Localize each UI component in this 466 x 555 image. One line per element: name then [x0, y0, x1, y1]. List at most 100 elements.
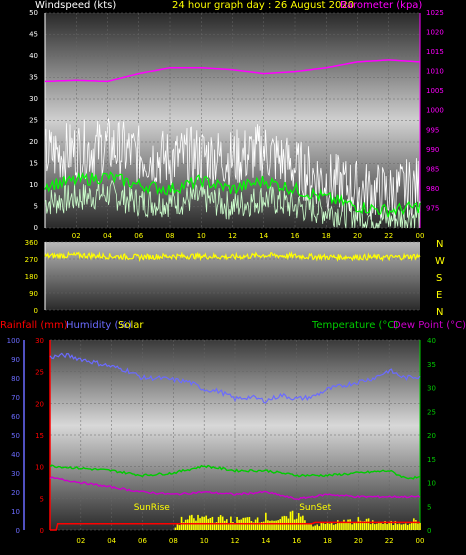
- wind-x-tick-label: 02: [72, 232, 81, 240]
- temperature-tick-label: 10: [427, 480, 436, 488]
- wind-gust-line: [44, 118, 421, 221]
- rain-tick-label: 25: [35, 369, 44, 377]
- cardinal-n-bottom: N: [436, 307, 444, 318]
- wind-left-tick-label: 50: [29, 9, 38, 17]
- humidity-line: [49, 352, 421, 404]
- wind-left-tick-label: 15: [29, 160, 38, 168]
- direction-line: [44, 250, 421, 262]
- temperature-tick-label: 15: [427, 456, 436, 464]
- rain-line: [50, 521, 420, 531]
- rain-tick-label: 15: [35, 432, 44, 440]
- wind-x-tick-label: 08: [166, 232, 175, 240]
- barometer-tick-label: 990: [426, 146, 439, 154]
- windspeed-title: Windspeed (kts): [35, 0, 117, 11]
- wind-left-tick-label: 40: [29, 52, 38, 60]
- env-x-tick-label: 06: [138, 537, 147, 545]
- env-x-tick-label: 16: [292, 537, 301, 545]
- humidity-tick-label: 30: [11, 470, 20, 478]
- temperature-label: Temperature (°C): [312, 320, 399, 331]
- env-x-tick-label: 02: [76, 537, 85, 545]
- env-x-tick-label: 08: [169, 537, 178, 545]
- wind-left-tick-label: 10: [29, 181, 38, 189]
- wind-left-tick-label: 35: [29, 74, 38, 82]
- cardinal-n-top: N: [436, 239, 444, 250]
- wind-x-tick-label: 22: [384, 232, 393, 240]
- barometer-title: Barometer (kpa): [340, 0, 423, 11]
- rain-tick-label: 10: [35, 464, 44, 472]
- temperature-tick-label: 40: [427, 337, 436, 345]
- humidity-tick-label: 20: [11, 489, 20, 497]
- barometer-tick-label: 1025: [426, 9, 444, 17]
- barometer-tick-label: 995: [426, 126, 439, 134]
- barometer-tick-label: 975: [426, 204, 439, 212]
- wind-speed-line: [44, 179, 421, 229]
- barometer-tick-label: 1020: [426, 29, 444, 37]
- direction-tick-label: 90: [29, 290, 38, 298]
- dewpoint-line: [49, 476, 421, 501]
- env-x-tick-label: 14: [261, 537, 270, 545]
- barometer-tick-label: 985: [426, 165, 439, 173]
- env-x-tick-label: 22: [385, 537, 394, 545]
- rain-tick-label: 20: [35, 400, 44, 408]
- wind-x-tick-label: 20: [353, 232, 362, 240]
- rainfall-label: Rainfall (mm): [0, 320, 68, 331]
- barometer-tick-label: 1005: [426, 87, 444, 95]
- temperature-tick-label: 35: [427, 361, 436, 369]
- wind-x-tick-label: 14: [259, 232, 268, 240]
- wind-x-tick-label: 18: [322, 232, 331, 240]
- wind-left-tick-label: 25: [29, 117, 38, 125]
- humidity-label: Humidity (%): [66, 320, 132, 331]
- dewpoint-label: Dew Point (°C): [393, 320, 466, 331]
- rain-tick-label: 5: [40, 495, 44, 503]
- sunset-label: SunSet: [299, 503, 331, 513]
- direction-tick-label: 360: [25, 239, 38, 247]
- wind-x-tick-label: 04: [103, 232, 112, 240]
- temperature-tick-label: 25: [427, 408, 436, 416]
- wind-average-line: [44, 171, 421, 218]
- humidity-tick-label: 60: [11, 413, 20, 421]
- temperature-line: [49, 464, 421, 480]
- humidity-tick-label: 70: [11, 394, 20, 402]
- barometer-tick-label: 980: [426, 185, 439, 193]
- solar-label: Solar: [118, 320, 144, 331]
- humidity-tick-label: 80: [11, 375, 20, 383]
- wind-left-tick-label: 5: [34, 203, 38, 211]
- wind-x-tick-label: 00: [416, 232, 425, 240]
- rain-tick-label: 0: [40, 527, 44, 535]
- barometer-line: [44, 59, 421, 83]
- rain-tick-label: 30: [35, 337, 44, 345]
- wind-left-tick-label: 0: [34, 224, 38, 232]
- sunrise-label: SunRise: [134, 503, 171, 513]
- humidity-tick-label: 90: [11, 356, 20, 364]
- wind-x-tick-label: 16: [291, 232, 300, 240]
- humidity-tick-label: 100: [7, 337, 20, 345]
- humidity-tick-label: 50: [11, 432, 20, 440]
- cardinal-e: E: [436, 290, 443, 301]
- wind-left-tick-label: 30: [29, 95, 38, 103]
- humidity-tick-label: 40: [11, 451, 20, 459]
- direction-tick-label: 0: [34, 307, 38, 315]
- env-x-tick-label: 00: [416, 537, 425, 545]
- barometer-tick-label: 1010: [426, 68, 444, 76]
- barometer-tick-label: 1000: [426, 107, 444, 115]
- direction-tick-label: 180: [25, 273, 38, 281]
- env-x-tick-label: 20: [354, 537, 363, 545]
- humidity-tick-label: 0: [16, 527, 20, 535]
- cardinal-s: S: [436, 273, 443, 284]
- env-x-tick-label: 12: [231, 537, 240, 545]
- temperature-tick-label: 20: [427, 432, 436, 440]
- barometer-tick-label: 1015: [426, 48, 444, 56]
- temperature-tick-label: 30: [427, 385, 436, 393]
- temperature-tick-label: 0: [427, 527, 431, 535]
- wind-x-tick-label: 12: [228, 232, 237, 240]
- env-x-tick-label: 18: [323, 537, 332, 545]
- temperature-tick-label: 5: [427, 503, 431, 511]
- wind-left-tick-label: 45: [29, 31, 38, 39]
- cardinal-w: W: [435, 256, 445, 267]
- wind-left-tick-label: 20: [29, 138, 38, 146]
- wind-x-tick-label: 06: [134, 232, 143, 240]
- env-x-tick-label: 04: [107, 537, 116, 545]
- env-x-tick-label: 10: [200, 537, 209, 545]
